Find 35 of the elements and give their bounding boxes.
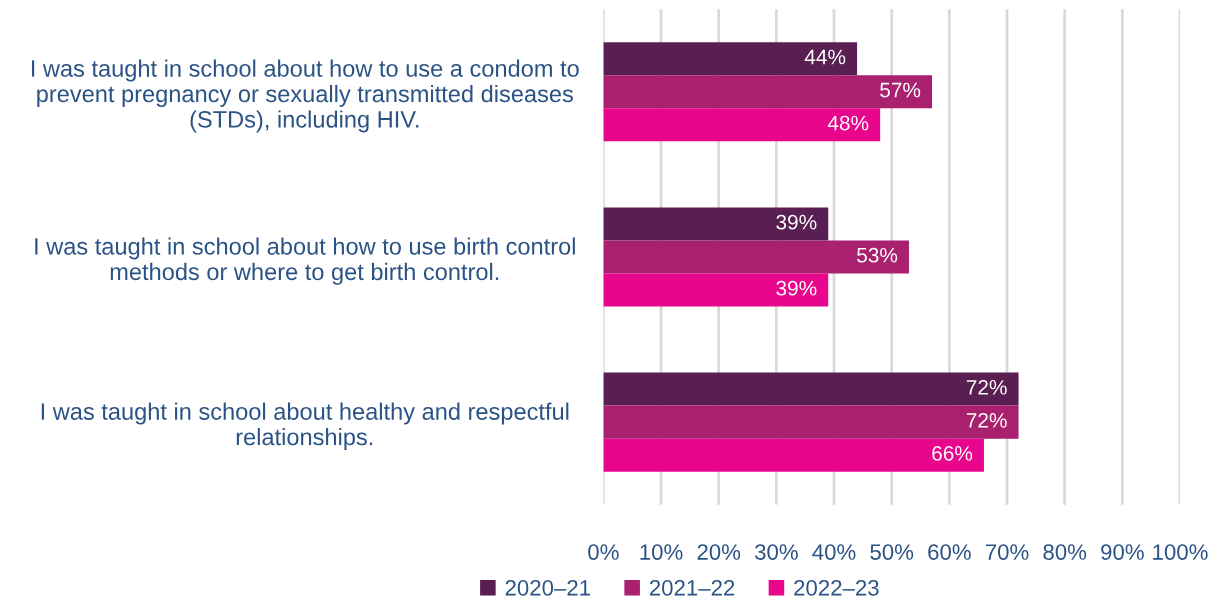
bar: [603, 108, 881, 142]
legend-label: 2021–22: [649, 580, 735, 596]
bar: [603, 75, 933, 109]
bar: [603, 405, 1019, 439]
x-tick-label: 50%: [870, 544, 914, 560]
data-label: 72%: [966, 412, 1007, 428]
bar: [603, 438, 984, 472]
x-tick-label: 20%: [697, 544, 741, 560]
bar: [603, 207, 829, 241]
data-label: 57%: [880, 82, 921, 98]
bar: [603, 273, 829, 307]
y-tick-label: I was taught in school about healthy and respectful relationships.: [41, 402, 569, 451]
data-label: 66%: [932, 446, 973, 461]
x-tick-label: 100%: [1153, 544, 1208, 560]
data-label: 48%: [827, 115, 869, 131]
x-tick-label: 80%: [1043, 544, 1087, 560]
data-label: 44%: [804, 49, 846, 65]
x-tick-label: 60%: [928, 544, 971, 560]
data-label: 39%: [776, 214, 817, 230]
x-tick-label: 70%: [985, 544, 1029, 560]
y-tick-label: I was taught in school about how to use birth control methods or where to get birth control.: [35, 237, 575, 285]
x-tick-label: 30%: [754, 544, 798, 560]
data-label: 72%: [966, 379, 1007, 395]
data-label: 53%: [857, 247, 898, 263]
bar: [603, 372, 1019, 406]
legend-label: 2020–21: [505, 580, 590, 596]
bar: [603, 42, 858, 76]
y-tick-label: I was taught in school about how to use a condom to prevent pregnancy or sexually transmitted diseases (STDs), including HIV.: [31, 59, 579, 133]
x-tick-label: 10%: [640, 544, 683, 560]
x-tick-label: 40%: [812, 544, 856, 560]
x-tick-label: 0%: [588, 544, 619, 560]
x-tick-label: 90%: [1101, 544, 1144, 560]
legend-label: 2022–23: [794, 580, 879, 596]
data-label: 39%: [776, 280, 817, 296]
bar: [603, 240, 909, 274]
